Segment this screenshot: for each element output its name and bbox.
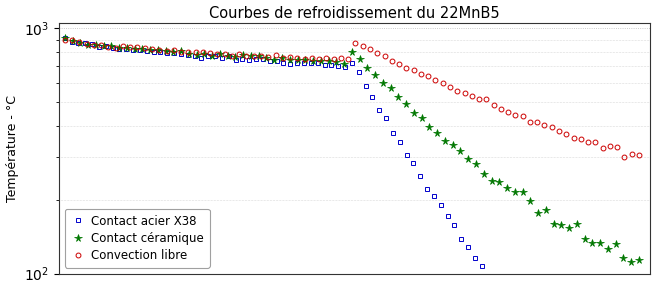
Convection libre [410, 68, 418, 72]
Contact céramique [61, 37, 69, 40]
Line: Contact acier X38: Contact acier X38 [62, 36, 642, 290]
Convection libre [402, 66, 410, 69]
Contact céramique [635, 259, 643, 262]
Contact acier X38 [61, 37, 69, 40]
Contact acier X38 [232, 58, 239, 61]
Convection libre [569, 136, 577, 140]
Convection libre [635, 154, 643, 157]
Contact acier X38 [348, 61, 356, 65]
Line: Convection libre: Convection libre [62, 37, 642, 159]
Contact céramique [519, 190, 527, 194]
Contact céramique [511, 190, 519, 194]
Convection libre [453, 89, 461, 93]
Legend: Contact acier X38, Contact céramique, Convection libre: Contact acier X38, Contact céramique, Co… [65, 209, 209, 268]
Contact céramique [108, 44, 115, 48]
Line: Contact céramique: Contact céramique [61, 35, 643, 265]
Contact céramique [627, 260, 635, 263]
Convection libre [432, 78, 440, 81]
Y-axis label: Température - °C: Température - °C [5, 95, 18, 202]
Title: Courbes de refroidissement du 22MnB5: Courbes de refroidissement du 22MnB5 [209, 6, 500, 21]
Contact acier X38 [239, 57, 247, 61]
Contact céramique [534, 211, 542, 214]
Contact céramique [573, 223, 581, 226]
Contact acier X38 [157, 50, 165, 54]
Convection libre [61, 38, 69, 42]
Contact acier X38 [259, 57, 267, 61]
Contact céramique [495, 180, 503, 184]
Convection libre [621, 155, 628, 158]
Convection libre [316, 57, 323, 61]
